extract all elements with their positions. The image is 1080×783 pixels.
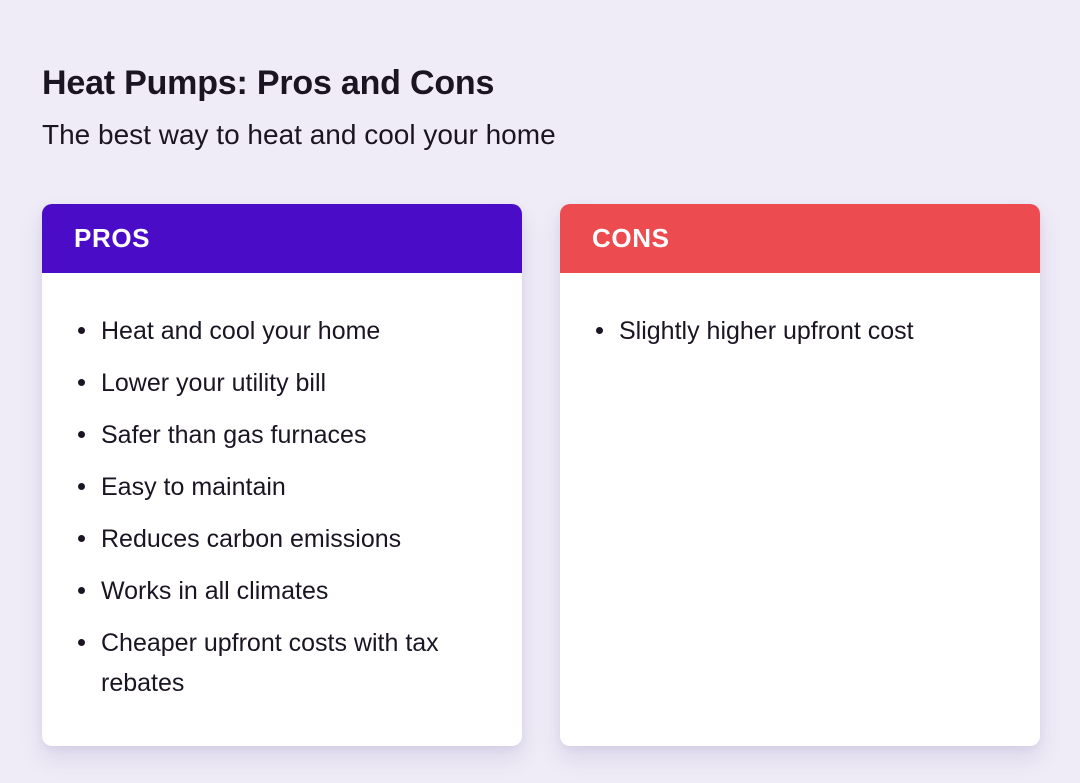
- list-item-text: Easy to maintain: [101, 472, 286, 501]
- cards-row: PROS Heat and cool your home Lower your …: [42, 203, 1040, 746]
- list-item: Reduces carbon emissions: [78, 519, 488, 559]
- list-item-text: Lower your utility bill: [101, 368, 327, 397]
- list-item-text: Safer than gas furnaces: [101, 420, 367, 449]
- list-item-text: Works in all climates: [101, 576, 329, 605]
- list-item: Heat and cool your home: [78, 311, 488, 351]
- list-item-text: Cheaper upfront costs with tax rebates: [101, 628, 439, 697]
- list-item: Easy to maintain: [78, 467, 488, 507]
- pros-card-header: PROS: [42, 203, 522, 273]
- pros-list: Heat and cool your home Lower your utili…: [78, 311, 488, 703]
- pros-card: PROS Heat and cool your home Lower your …: [42, 203, 522, 746]
- cons-card: CONS Slightly higher upfront cost: [560, 203, 1040, 746]
- list-item: Lower your utility bill: [78, 363, 488, 403]
- bullet-icon: [78, 482, 85, 490]
- list-item: Works in all climates: [78, 571, 488, 611]
- pros-card-body: Heat and cool your home Lower your utili…: [42, 273, 522, 715]
- cons-card-body: Slightly higher upfront cost: [560, 273, 1040, 363]
- list-item: Cheaper upfront costs with tax rebates: [78, 623, 488, 703]
- bullet-icon: [596, 326, 603, 334]
- bullet-icon: [78, 534, 85, 542]
- cons-card-title: CONS: [592, 222, 670, 253]
- bullet-icon: [78, 378, 85, 386]
- cons-list: Slightly higher upfront cost: [596, 311, 1006, 351]
- pros-card-title: PROS: [74, 222, 151, 253]
- cons-card-header: CONS: [560, 203, 1040, 273]
- list-item: Slightly higher upfront cost: [596, 311, 1006, 351]
- page-subtitle: The best way to heat and cool your home: [42, 118, 556, 150]
- bullet-icon: [78, 430, 85, 438]
- list-item-text: Reduces carbon emissions: [101, 524, 402, 553]
- list-item-text: Heat and cool your home: [101, 316, 381, 345]
- list-item-text: Slightly higher upfront cost: [619, 316, 914, 345]
- bullet-icon: [78, 638, 85, 646]
- bullet-icon: [78, 326, 85, 334]
- list-item: Safer than gas furnaces: [78, 415, 488, 455]
- page-title: Heat Pumps: Pros and Cons: [42, 64, 495, 102]
- bullet-icon: [78, 586, 85, 594]
